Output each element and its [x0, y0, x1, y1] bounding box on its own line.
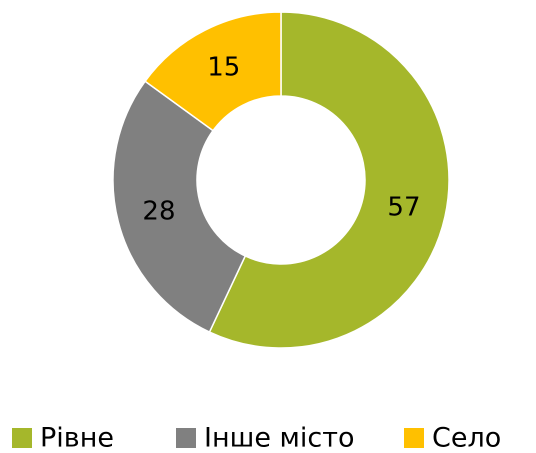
- legend-swatch: [12, 428, 32, 448]
- legend-swatch: [404, 428, 424, 448]
- slice: [144, 11, 282, 132]
- data-label: 15: [207, 53, 240, 83]
- slice: [112, 80, 247, 334]
- data-label: 57: [387, 192, 420, 222]
- legend-label: Село: [432, 423, 501, 453]
- slice: [208, 11, 450, 349]
- legend-label: Інше місто: [204, 423, 354, 453]
- data-label: 28: [142, 196, 175, 226]
- legend-swatch: [176, 428, 196, 448]
- legend-label: Рівне: [40, 423, 114, 453]
